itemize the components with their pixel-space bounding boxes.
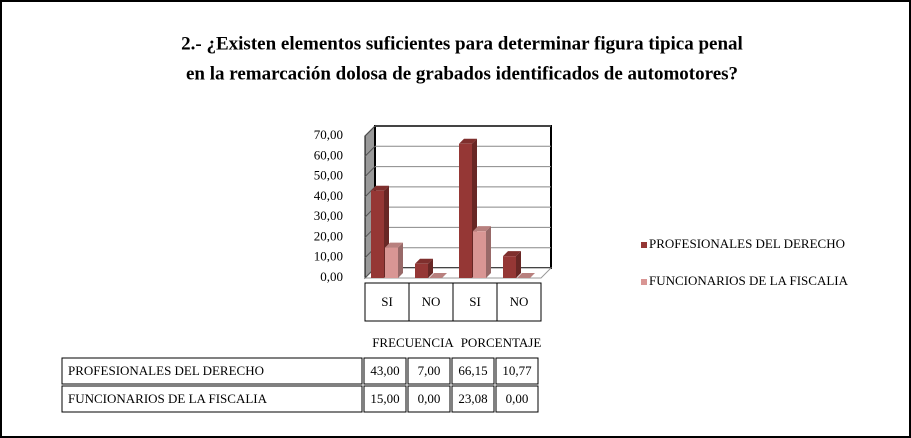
bar-top xyxy=(415,258,433,264)
group-label: FRECUENCIA xyxy=(372,335,454,350)
table-row-label: PROFESIONALES DEL DERECHO xyxy=(68,363,264,378)
table-cell xyxy=(363,385,407,413)
grid-line xyxy=(364,145,376,157)
bar xyxy=(503,256,516,278)
x-tick-label: SI xyxy=(469,294,481,309)
table-cell xyxy=(451,385,495,413)
group-label: PORCENTAJE xyxy=(461,335,542,350)
legend-swatch xyxy=(641,242,647,248)
table-value: 7,00 xyxy=(418,363,441,378)
table-cell xyxy=(61,357,363,385)
bar-top xyxy=(459,138,477,144)
bar-top xyxy=(473,226,491,232)
y-tick-label: 50,00 xyxy=(314,168,343,183)
table-cell xyxy=(407,357,451,385)
table-cell xyxy=(61,385,363,413)
table-cell xyxy=(451,357,495,385)
bar xyxy=(415,263,428,278)
legend-label: PROFESIONALES DEL DERECHO xyxy=(649,236,845,251)
table-cell xyxy=(495,385,539,413)
y-tick-label: 30,00 xyxy=(314,208,343,223)
bar-top xyxy=(385,242,403,248)
y-tick-label: 40,00 xyxy=(314,188,343,203)
y-tick-label: 10,00 xyxy=(314,249,343,264)
table-row-label: FUNCIONARIOS DE LA FISCALIA xyxy=(68,391,268,406)
chart-title: en la remarcación dolosa de grabados ide… xyxy=(186,63,738,84)
bar-top xyxy=(429,273,447,278)
table-value: 15,00 xyxy=(370,391,399,406)
table-value: 0,00 xyxy=(506,391,529,406)
grid-line xyxy=(364,125,376,137)
table-value: 10,77 xyxy=(502,363,532,378)
bar-side xyxy=(398,242,403,278)
bar xyxy=(371,190,384,278)
bar xyxy=(459,143,472,278)
grid-line xyxy=(364,166,376,177)
y-tick-label: 70,00 xyxy=(314,127,343,142)
bar xyxy=(473,231,486,278)
y-tick-label: 60,00 xyxy=(314,147,343,162)
table-value: 43,00 xyxy=(370,363,399,378)
table-value: 0,00 xyxy=(418,391,441,406)
table-cell xyxy=(495,357,539,385)
chart-title: 2.- ¿Existen elementos suficientes para … xyxy=(181,33,743,54)
bar xyxy=(385,247,398,278)
y-tick-label: 0,00 xyxy=(320,269,343,284)
bar-side xyxy=(428,258,433,278)
table-value: 66,15 xyxy=(458,363,487,378)
table-cell xyxy=(407,385,451,413)
legend-swatch xyxy=(641,279,647,285)
bar-top xyxy=(503,251,521,257)
bar-side xyxy=(486,226,491,278)
x-tick-label: NO xyxy=(510,294,529,309)
bar-top xyxy=(371,185,389,191)
bar-top xyxy=(517,273,535,278)
y-tick-label: 20,00 xyxy=(314,228,343,243)
table-value: 23,08 xyxy=(458,391,487,406)
x-tick-label: SI xyxy=(381,294,393,309)
bar-side xyxy=(516,251,521,278)
x-tick-label: NO xyxy=(422,294,441,309)
table-cell xyxy=(363,357,407,385)
legend-label: FUNCIONARIOS DE LA FISCALIA xyxy=(649,273,849,288)
